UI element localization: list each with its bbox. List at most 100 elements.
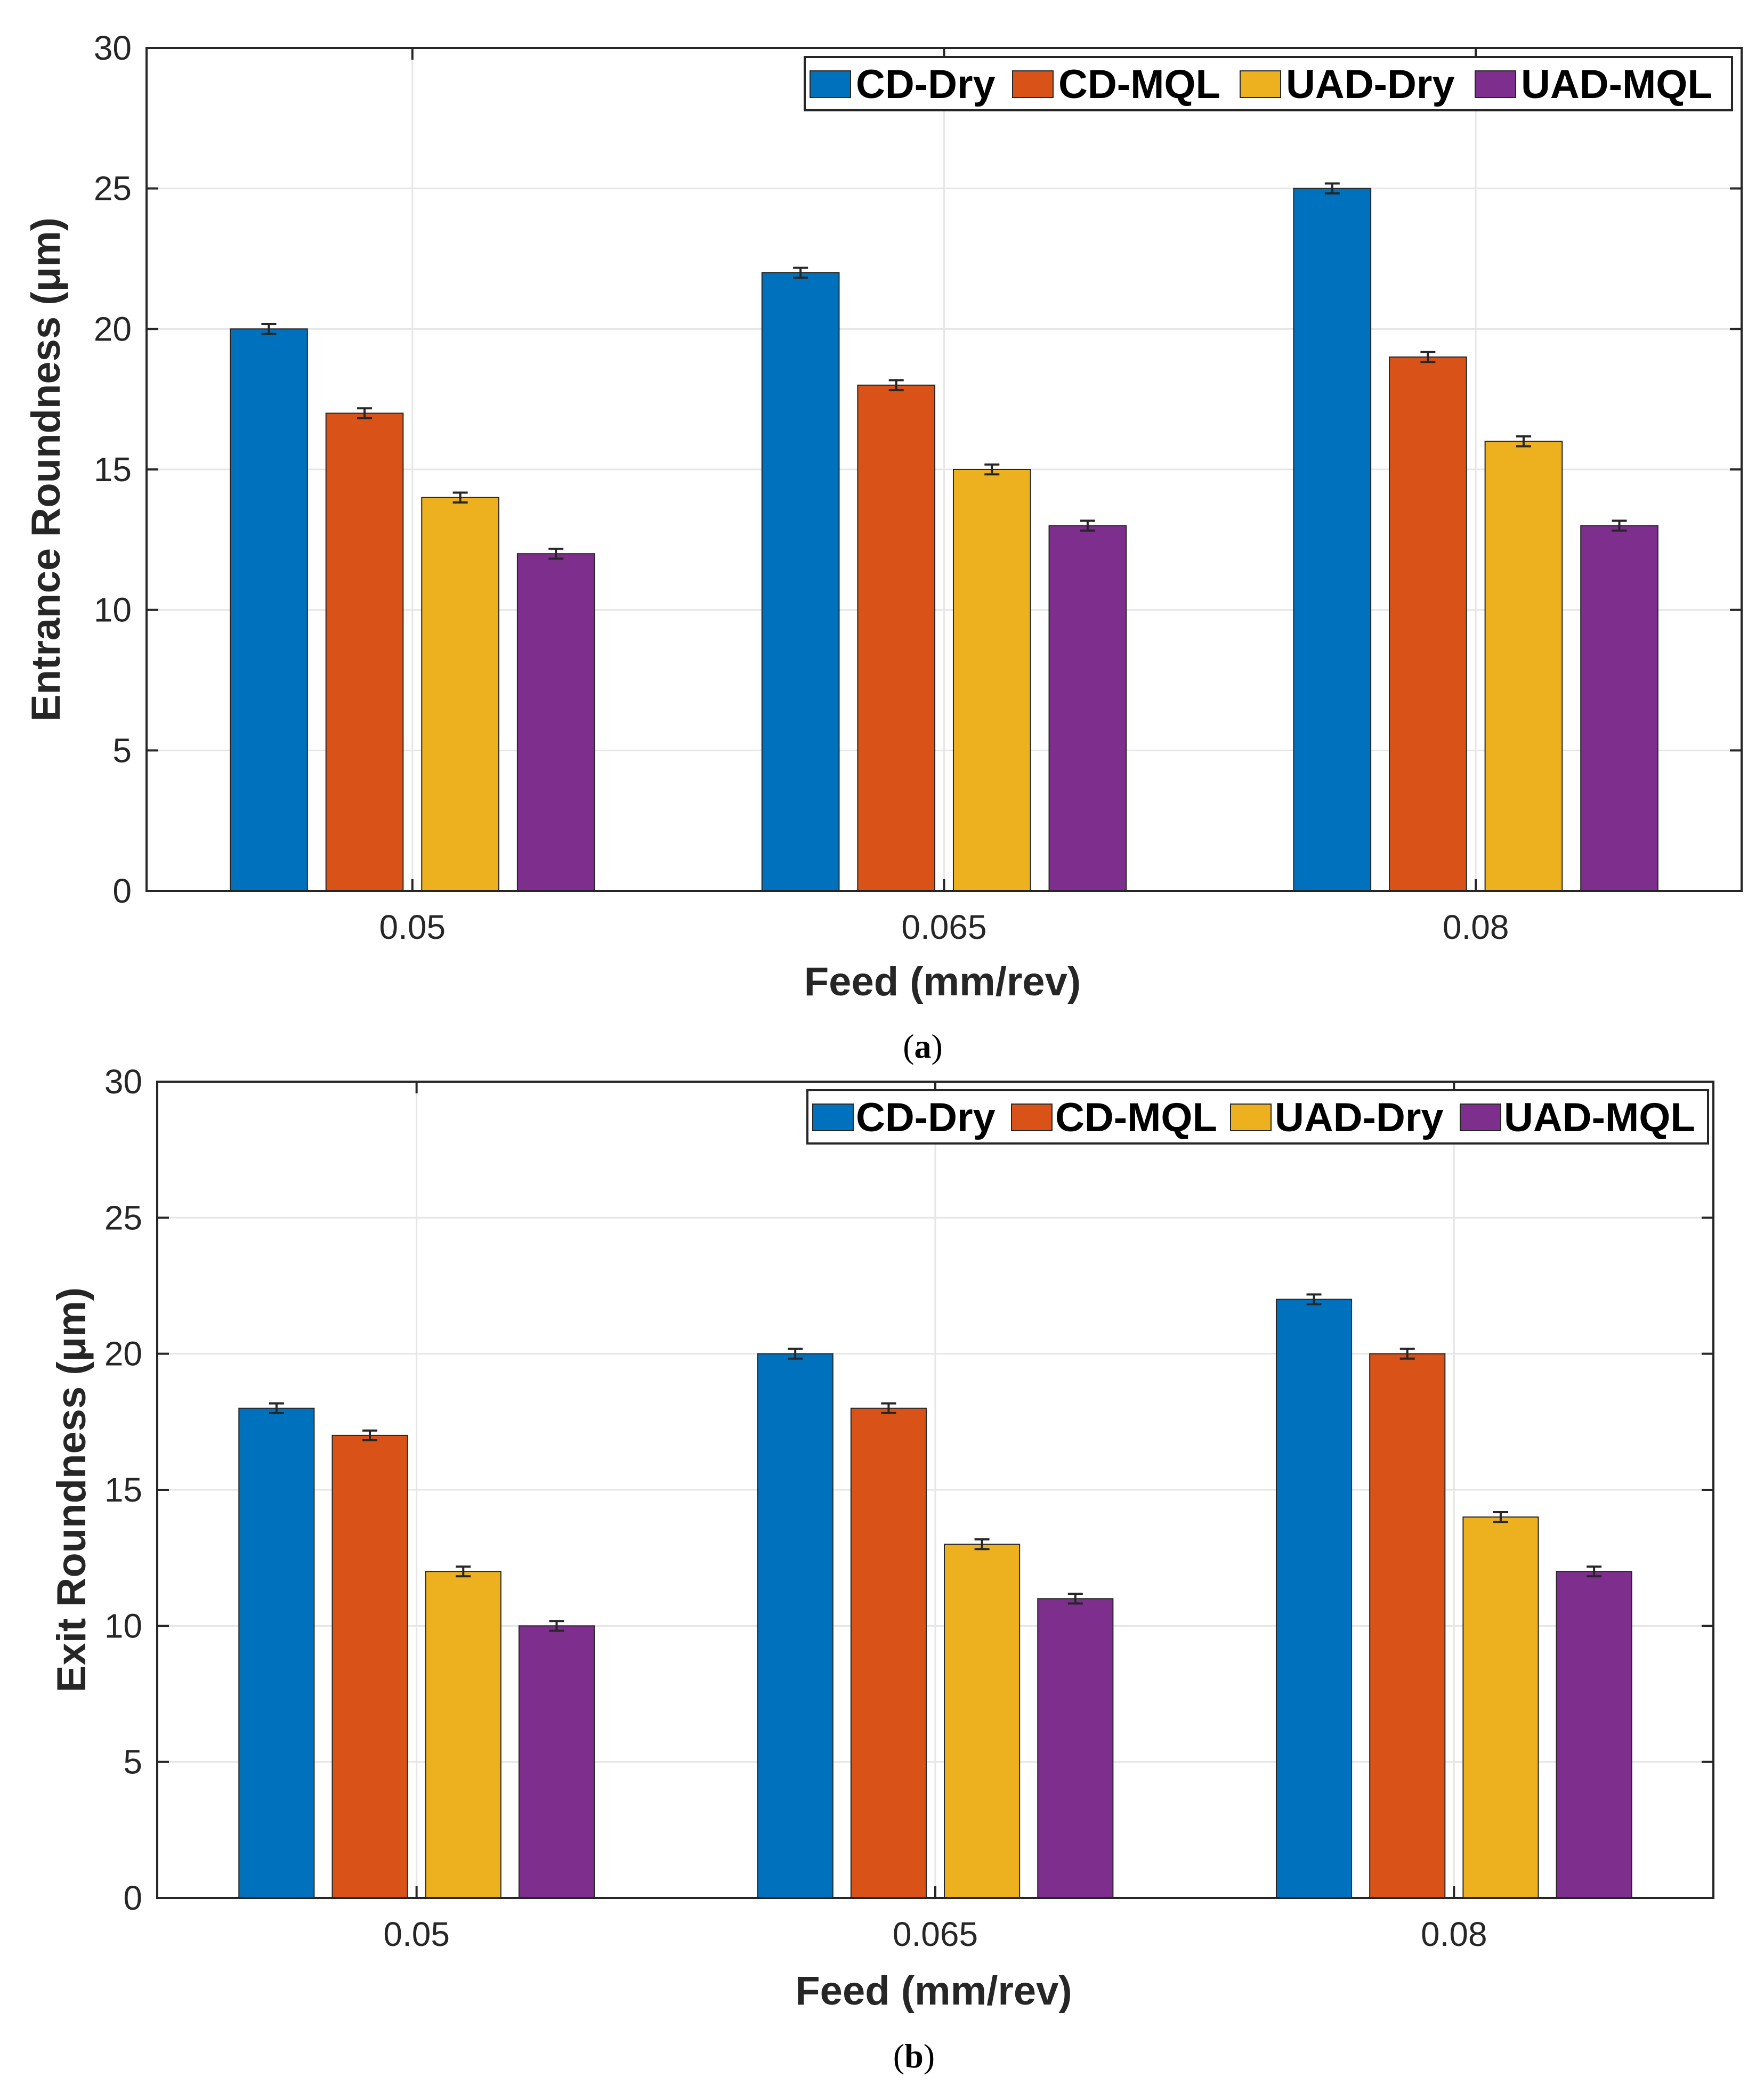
bar-cd-mql-0.08 xyxy=(1389,356,1467,891)
legend: CD-Dry CD-MQL UAD-Dry UAD-MQL xyxy=(806,1089,1709,1145)
y-tick-label: 10 xyxy=(104,1607,142,1645)
legend-label-cd-dry: CD-Dry xyxy=(856,1095,996,1140)
legend-swatch-uad-dry xyxy=(1230,1104,1272,1131)
bar-cd-mql-0.065 xyxy=(857,384,936,891)
bar-cd-mql-0.05 xyxy=(331,1434,408,1899)
x-tick-label: 0.08 xyxy=(1421,1915,1487,1953)
x-axis-label: Feed (mm/rev) xyxy=(804,959,1081,1004)
caption-letter: b xyxy=(904,2037,924,2075)
legend-label-uad-dry: UAD-Dry xyxy=(1275,1095,1444,1140)
legend-swatch-cd-mql xyxy=(1012,70,1054,98)
error-bar-cd-mql-0.05 xyxy=(362,1429,378,1441)
bar-uad-mql-0.05 xyxy=(518,1625,595,1899)
bar-cd-dry-0.065 xyxy=(761,272,840,891)
y-tick-label: 20 xyxy=(104,1335,142,1373)
bar-uad-dry-0.08 xyxy=(1484,441,1563,891)
error-bar-cd-mql-0.065 xyxy=(888,379,904,392)
bar-cd-mql-0.08 xyxy=(1369,1353,1446,1899)
error-bar-uad-dry-0.065 xyxy=(984,463,1000,476)
bar-uad-dry-0.05 xyxy=(425,1571,501,1899)
bar-cd-dry-0.065 xyxy=(757,1353,834,1899)
legend: CD-Dry CD-MQL UAD-Dry UAD-MQL xyxy=(804,56,1733,111)
error-bar-uad-mql-0.05 xyxy=(548,547,564,560)
bar-cd-dry-0.08 xyxy=(1293,188,1372,892)
y-tick-label: 10 xyxy=(94,591,132,629)
x-tick-label: 0.05 xyxy=(383,1915,450,1953)
legend-swatch-cd-dry xyxy=(810,70,851,98)
y-axis-label: Exit Roundness (μm) xyxy=(49,1287,94,1692)
error-bar-uad-mql-0.05 xyxy=(549,1620,564,1632)
bar-uad-mql-0.065 xyxy=(1037,1598,1114,1899)
bar-uad-mql-0.065 xyxy=(1048,525,1127,891)
error-bar-cd-dry-0.065 xyxy=(788,1348,803,1360)
x-tick-label: 0.065 xyxy=(893,1915,978,1953)
error-bar-uad-mql-0.08 xyxy=(1587,1565,1602,1578)
error-bar-cd-mql-0.05 xyxy=(357,407,373,419)
error-bar-uad-dry-0.05 xyxy=(456,1565,471,1578)
bar-uad-mql-0.08 xyxy=(1556,1571,1632,1899)
error-bar-cd-dry-0.08 xyxy=(1324,182,1340,194)
caption-paren-open: ( xyxy=(893,2037,904,2075)
caption-letter: a xyxy=(915,1027,932,1065)
bar-uad-mql-0.08 xyxy=(1580,525,1658,891)
chart-panel-a: 0 5 10 15 20 25 30 0.05 0.065 0.08 Feed (mm/rev) En… xyxy=(23,29,1743,1065)
bar-uad-dry-0.065 xyxy=(952,469,1031,891)
error-bar-uad-dry-0.065 xyxy=(974,1538,990,1551)
x-tick-label: 0.05 xyxy=(379,908,446,946)
y-tick-label: 25 xyxy=(104,1198,142,1237)
error-bar-uad-mql-0.065 xyxy=(1080,520,1095,532)
x-axis-label: Feed (mm/rev) xyxy=(795,1968,1072,2014)
bar-cd-dry-0.05 xyxy=(238,1407,315,1899)
legend-label-cd-mql: CD-MQL xyxy=(1055,1095,1217,1140)
caption-paren-close: ) xyxy=(924,2037,935,2075)
error-bar-cd-dry-0.08 xyxy=(1306,1293,1322,1305)
caption-paren-open: ( xyxy=(903,1027,914,1065)
y-tick-label: 30 xyxy=(94,29,132,67)
bar-cd-mql-0.065 xyxy=(850,1407,927,1899)
bar-uad-dry-0.05 xyxy=(421,497,499,891)
legend-swatch-cd-mql xyxy=(1011,1104,1053,1131)
error-bar-cd-mql-0.065 xyxy=(881,1402,896,1414)
legend-swatch-cd-dry xyxy=(812,1104,854,1131)
y-tick-label: 20 xyxy=(94,310,132,348)
y-axis-label: Entrance Roundness (μm) xyxy=(23,217,69,721)
y-tick-label: 15 xyxy=(104,1471,142,1509)
bar-uad-mql-0.05 xyxy=(516,553,595,891)
chart-panel-b: 0 5 10 15 20 25 30 0.05 0.065 0.08 Feed (mm/rev) Ex… xyxy=(49,1062,1714,2075)
error-bar-cd-mql-0.08 xyxy=(1420,351,1436,363)
y-tick-label: 25 xyxy=(94,169,132,208)
error-bar-cd-mql-0.08 xyxy=(1399,1348,1415,1360)
y-tick-label: 0 xyxy=(112,872,132,910)
bar-cd-mql-0.05 xyxy=(325,412,404,891)
error-bar-cd-dry-0.065 xyxy=(793,266,808,279)
legend-swatch-uad-mql xyxy=(1475,70,1516,98)
caption-paren-close: ) xyxy=(932,1027,943,1065)
bar-cd-dry-0.05 xyxy=(230,328,308,891)
legend-label-uad-dry: UAD-Dry xyxy=(1286,62,1455,107)
error-bar-uad-mql-0.065 xyxy=(1067,1593,1083,1605)
legend-swatch-uad-mql xyxy=(1460,1104,1501,1131)
bar-uad-dry-0.065 xyxy=(944,1544,1021,1899)
panel-caption: (a) xyxy=(903,1027,943,1065)
y-tick-label: 30 xyxy=(104,1062,142,1101)
y-tick-label: 5 xyxy=(112,731,132,769)
error-bar-uad-dry-0.08 xyxy=(1493,1511,1508,1523)
y-tick-label: 5 xyxy=(123,1743,142,1781)
legend-label-uad-mql: UAD-MQL xyxy=(1504,1095,1695,1140)
legend-swatch-uad-dry xyxy=(1240,70,1281,98)
error-bar-cd-dry-0.05 xyxy=(269,1402,284,1414)
legend-label-cd-mql: CD-MQL xyxy=(1058,62,1220,107)
x-tick-label: 0.08 xyxy=(1443,908,1509,946)
error-bar-uad-dry-0.05 xyxy=(452,491,468,504)
bar-cd-dry-0.08 xyxy=(1275,1299,1353,1899)
error-bar-uad-mql-0.08 xyxy=(1612,520,1627,532)
error-bar-uad-dry-0.08 xyxy=(1516,435,1531,448)
error-bar-cd-dry-0.05 xyxy=(261,323,277,335)
panel-caption: (b) xyxy=(893,2037,935,2075)
legend-label-cd-dry: CD-Dry xyxy=(856,62,996,107)
legend-label-uad-mql: UAD-MQL xyxy=(1521,62,1712,107)
bar-uad-dry-0.08 xyxy=(1462,1516,1539,1899)
x-tick-label: 0.065 xyxy=(901,908,986,946)
y-tick-label: 0 xyxy=(123,1879,142,1917)
